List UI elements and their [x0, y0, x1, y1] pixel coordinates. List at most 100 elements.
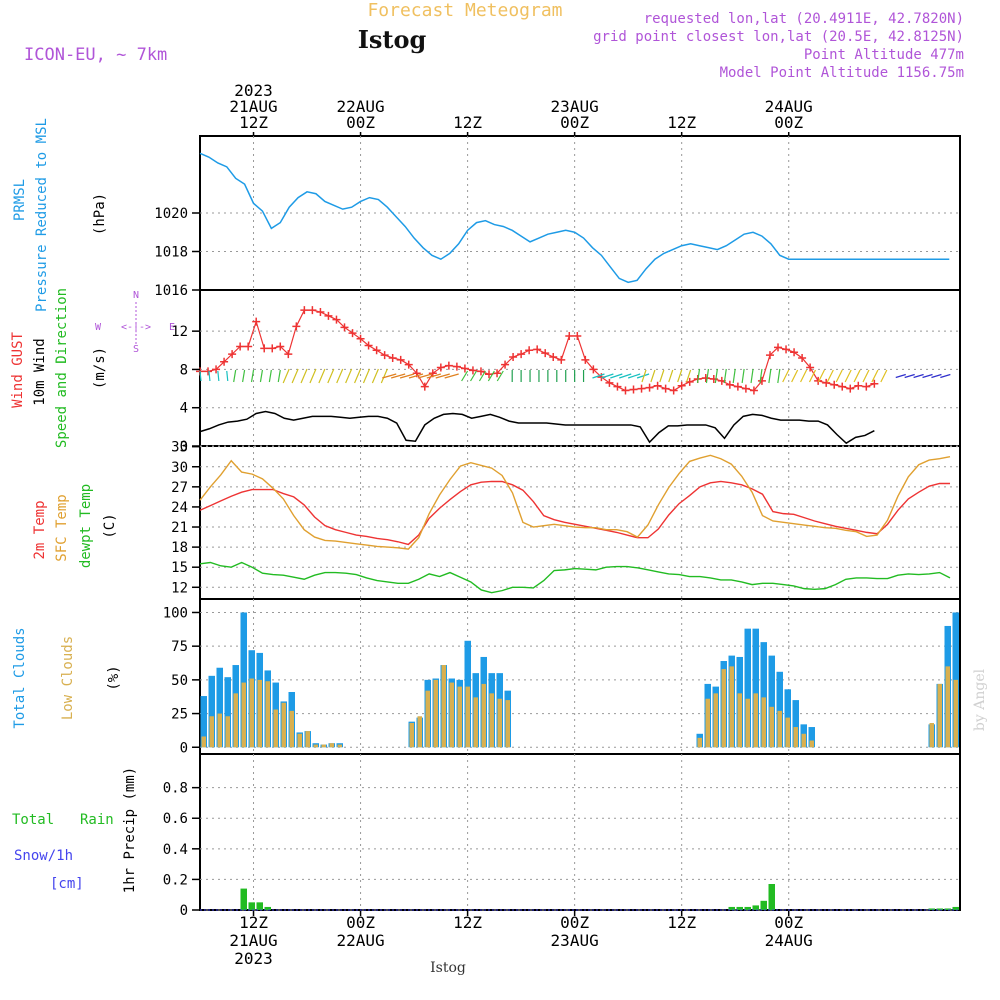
wind-direction-arrow	[862, 369, 870, 383]
gust-marker	[276, 342, 285, 351]
gust-marker	[677, 381, 686, 390]
low-clouds-bar	[241, 682, 246, 748]
gust-marker	[774, 343, 783, 352]
low-clouds-bar	[777, 710, 782, 748]
wind-direction-arrow	[390, 373, 406, 379]
wind-direction-arrow	[354, 368, 362, 384]
total-clouds-label: Total Clouds	[12, 627, 28, 728]
rain-bar	[264, 906, 271, 910]
gust-marker	[204, 367, 213, 376]
wind10m-line	[199, 410, 875, 445]
temp-ytick-label: 27	[171, 480, 188, 496]
wind-unit: (m/s)	[92, 347, 108, 389]
temp-ytick-label: 18	[171, 540, 188, 556]
top-time-label: 12Z	[239, 113, 268, 132]
gust-marker	[348, 329, 357, 338]
gust-marker	[653, 381, 662, 390]
wind-direction-arrow	[217, 370, 220, 382]
gust-marker	[324, 311, 333, 320]
bottom-time-label: 22AUG	[336, 931, 384, 950]
wind-direction-arrow	[931, 373, 942, 379]
wind-direction-arrow	[417, 373, 433, 379]
gust-marker	[332, 315, 341, 324]
wind-ytick-label: 0	[180, 439, 188, 455]
data-layer	[196, 152, 960, 911]
wind-direction-arrow	[250, 369, 255, 383]
gust-marker	[284, 350, 293, 359]
gust-marker	[244, 342, 253, 351]
low-clouds-bar	[201, 736, 206, 748]
low-clouds-bar	[713, 693, 718, 748]
footer-station: Istog	[430, 960, 466, 976]
wind-direction-arrow	[487, 370, 495, 382]
wind-direction-arrow	[199, 370, 202, 382]
wind-direction-arrow	[592, 373, 605, 379]
gust-marker	[476, 367, 485, 376]
wind-direction-arrow	[650, 369, 656, 383]
total-clouds-bar	[776, 671, 783, 748]
low-clouds-label: Low Clouds	[60, 636, 76, 720]
prmsl-label: PRMSL	[12, 179, 28, 221]
low-clouds-bar	[225, 716, 230, 748]
wind-direction-arrow	[259, 369, 264, 383]
pressure-unit: (hPa)	[92, 193, 108, 235]
low-clouds-bar	[273, 709, 278, 748]
gust-marker	[862, 382, 871, 391]
compass-n: N	[133, 290, 139, 301]
gust-marker	[798, 353, 807, 362]
low-clouds-bar	[457, 686, 462, 748]
gust-marker	[260, 344, 269, 353]
wind-direction-arrow	[686, 369, 692, 383]
wind-direction-arrow	[759, 368, 763, 384]
wind-direction-arrow	[208, 370, 211, 382]
gust-marker	[300, 306, 309, 315]
wind-direction-arrow	[750, 368, 754, 384]
credit-watermark: by Angel	[972, 668, 988, 731]
temp-ytick-label: 15	[171, 560, 188, 576]
low-clouds-bar	[265, 681, 270, 748]
wind-direction-arrow	[641, 369, 647, 383]
model-altitude: Model Point Altitude 1156.75m	[720, 65, 964, 81]
wind-direction-arrow	[732, 368, 736, 384]
wind-direction-arrow	[853, 369, 861, 383]
wind-direction-arrow	[233, 369, 237, 383]
low-clouds-bar	[705, 698, 710, 748]
dewpt-label: dewpt Temp	[78, 484, 94, 568]
gust-marker	[517, 350, 526, 359]
bottom-time-label: 00Z	[346, 913, 375, 932]
total-label: Total	[12, 812, 54, 828]
wind-direction-arrow	[380, 368, 388, 384]
gust-marker	[493, 369, 502, 378]
low-clouds-bar	[489, 693, 494, 748]
wind-direction-arrow	[399, 373, 415, 379]
gust-marker	[228, 350, 237, 359]
rain-bar	[728, 906, 735, 910]
wind-direction-arrow	[835, 369, 843, 383]
low-clouds-bar	[793, 727, 798, 748]
gust-marker	[268, 344, 277, 353]
rain-bar	[744, 906, 751, 910]
wind-direction-arrow	[610, 373, 623, 379]
wind-direction-arrow	[777, 368, 781, 384]
wind-direction-arrow	[408, 373, 424, 379]
wind-direction-arrow	[705, 368, 710, 384]
low-clouds-bar	[233, 693, 238, 748]
total-clouds-bar	[744, 628, 751, 748]
top-time-label: 23AUG	[551, 97, 599, 116]
gust-marker	[573, 331, 582, 340]
total-clouds-bar	[792, 700, 799, 748]
gust-marker	[557, 355, 566, 364]
low-clouds-bar	[505, 700, 510, 748]
top-time-label: 2023	[234, 81, 273, 100]
gust-marker	[814, 376, 823, 385]
rain-bar	[256, 902, 263, 910]
bottom-time-label: 12Z	[453, 913, 482, 932]
wind-direction-arrow	[496, 370, 504, 382]
gust-marker	[765, 351, 774, 360]
gust-marker	[509, 352, 518, 361]
precip-ytick-label: 0.6	[163, 811, 188, 827]
gust-marker	[236, 342, 245, 351]
bottom-time-label: 00Z	[560, 913, 589, 932]
gust-label: Wind GUST	[10, 332, 26, 408]
bottom-time-label: 23AUG	[551, 931, 599, 950]
